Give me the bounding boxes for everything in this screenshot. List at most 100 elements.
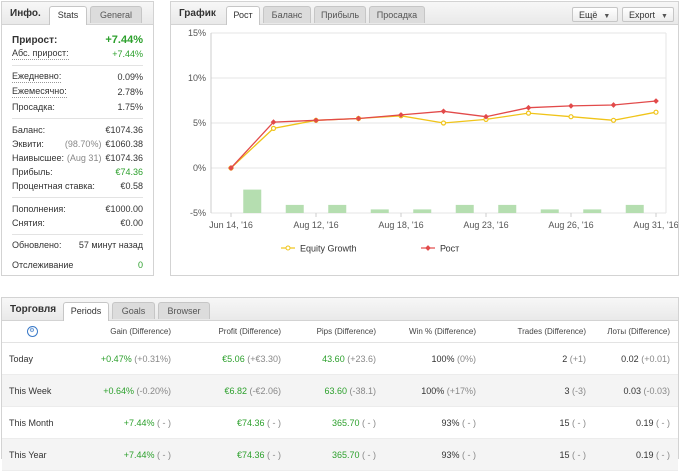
gain-row: Прирост: +7.44% (12, 33, 143, 48)
data-point (610, 102, 617, 108)
col-gain: Gain (Difference) (62, 320, 172, 343)
abs-gain-value: +7.44% (112, 49, 143, 59)
cell-lots-value: 0.03 (623, 385, 641, 396)
chart-panel: График Рост Баланс Прибыль Просадка Ещё ▼… (170, 1, 679, 276)
x-tick-label: Aug 31, '16 (633, 220, 678, 230)
export-dropdown[interactable]: Export ▼ (622, 7, 674, 22)
trading-panel-title: Торговля (10, 304, 57, 315)
cell-gain: +0.64% (-0.20%) (62, 374, 172, 407)
col-lots: Лоты (Difference) (587, 320, 678, 343)
data-point (398, 112, 404, 118)
chevron-down-icon: ▼ (661, 13, 668, 20)
cell-lots-value: 0.19 (635, 417, 654, 428)
cell-profit-difference: (-€2.06) (249, 385, 281, 396)
drawdown-label: Просадка: (12, 102, 55, 112)
cell-gain-difference: (+0.31%) (134, 353, 171, 364)
equity-row: Эквити: (98.70%) €1060.38 (12, 138, 143, 151)
tab-stats[interactable]: Stats (49, 6, 87, 25)
updated-value: 57 минут назад (78, 240, 143, 250)
chart-grid (210, 32, 667, 214)
cell-trades-value: 15 (559, 417, 570, 428)
periods-table: ⚙ Gain (Difference) Profit (Difference) … (2, 320, 678, 471)
drawdown-bar (370, 209, 389, 213)
cell-win: 100% (0%) (377, 342, 477, 375)
table-row: Today +0.47% (+0.31%) €5.06 (+€3.30) 43.60 … (2, 342, 678, 375)
gain-label: Прирост: (12, 35, 58, 46)
cell-profit-difference: ( - ) (267, 449, 281, 460)
stats-panel: Инфо. Stats General Прирост: +7.44% Абс.… (1, 1, 154, 276)
cell-lots: 0.19 ( - ) (587, 438, 678, 471)
cell-win-value: 93% (441, 417, 460, 428)
cell-profit: €74.36 ( - ) (172, 406, 282, 439)
tab-goals[interactable]: Goals (112, 302, 155, 319)
tab-drawdown[interactable]: Просадка (369, 6, 425, 23)
cell-trades-difference: (+1) (569, 353, 586, 364)
period-label: This Week (2, 374, 62, 407)
growth-chart[interactable]: 15% 10% 5% 0% -5% Jun 14, '16 Aug 12, '16 Aug … (171, 25, 678, 276)
profit-label: Прибыль: (12, 167, 53, 177)
cell-win-value: 100% (431, 353, 455, 364)
stats-panel-header: Инфо. Stats General (2, 2, 153, 25)
interest-value: €0.58 (120, 181, 143, 191)
legend-marker (425, 245, 431, 251)
cell-profit-difference: (+€3.30) (247, 353, 281, 364)
legend-label: Рост (440, 244, 459, 254)
data-point (525, 104, 532, 111)
drawdown-bar (243, 189, 262, 213)
cell-pips-difference: ( - ) (362, 449, 376, 460)
tracking-label: Отслеживание (12, 260, 74, 270)
cell-trades: 15 ( - ) (477, 438, 587, 471)
tab-general[interactable]: General (90, 6, 142, 23)
cell-lots: 0.02 (+0.01) (587, 342, 678, 375)
divider (12, 118, 143, 119)
abs-gain-label[interactable]: Абс. прирост: (12, 48, 69, 60)
monthly-label[interactable]: Ежемесячно: (12, 86, 67, 98)
tab-growth[interactable]: Рост (226, 6, 260, 25)
withdrawals-row: Снятия: €0.00 (12, 217, 143, 230)
cell-pips-value: 43.60 (322, 353, 345, 364)
interest-label: Процентная ставка: (12, 181, 95, 191)
cell-trades-difference: ( - ) (572, 449, 586, 460)
cell-lots-value: 0.02 (621, 353, 639, 364)
x-tick-label: Aug 23, '16 (463, 220, 508, 230)
cell-win: 93% ( - ) (377, 406, 477, 439)
cell-lots-difference: ( - ) (656, 449, 670, 460)
legend-marker (285, 245, 291, 251)
drawdown-bar (455, 204, 474, 213)
data-point (525, 110, 532, 116)
export-label: Export (629, 10, 656, 20)
drawdown-bar (328, 204, 347, 213)
cell-gain-value: +0.47% (100, 353, 132, 364)
daily-row: Ежедневно: 0.09% (12, 71, 143, 84)
tab-profit[interactable]: Прибыль (314, 6, 366, 23)
drawdown-bar (285, 204, 304, 213)
tab-balance[interactable]: Баланс (263, 6, 311, 23)
data-point (313, 117, 319, 124)
cell-trades-value: 3 (564, 385, 570, 396)
col-win: Win % (Difference) (377, 320, 477, 343)
settings-icon[interactable]: ⚙ (26, 326, 38, 337)
cell-lots-value: 0.19 (635, 449, 654, 460)
cell-win: 100% (+17%) (377, 374, 477, 407)
more-dropdown[interactable]: Ещё ▼ (572, 7, 618, 22)
daily-label[interactable]: Ежедневно: (12, 71, 62, 83)
y-axis: 15% 10% 5% 0% -5% (188, 28, 206, 218)
cell-profit-difference: ( - ) (267, 417, 281, 428)
bar-series (243, 189, 644, 213)
cell-lots-difference: ( - ) (656, 417, 670, 428)
highest-value: €1074.36 (105, 153, 143, 163)
more-label: Ещё (579, 10, 598, 20)
line-series (228, 98, 659, 171)
cell-trades-value: 2 (562, 353, 568, 364)
tab-periods[interactable]: Periods (63, 302, 109, 321)
data-point (440, 108, 447, 115)
cell-gain: +0.47% (+0.31%) (62, 342, 172, 375)
cell-trades: 3 (-3) (477, 374, 587, 407)
y-tick-label: 5% (193, 118, 206, 128)
tab-browser[interactable]: Browser (158, 302, 210, 319)
cell-lots: 0.03 (-0.03) (587, 374, 678, 407)
tracking-value[interactable]: 0 (137, 260, 143, 270)
cell-profit-value: €5.06 (222, 353, 245, 364)
deposits-row: Пополнения: €1000.00 (12, 203, 143, 216)
abs-gain-row: Абс. прирост: +7.44% (12, 48, 143, 61)
